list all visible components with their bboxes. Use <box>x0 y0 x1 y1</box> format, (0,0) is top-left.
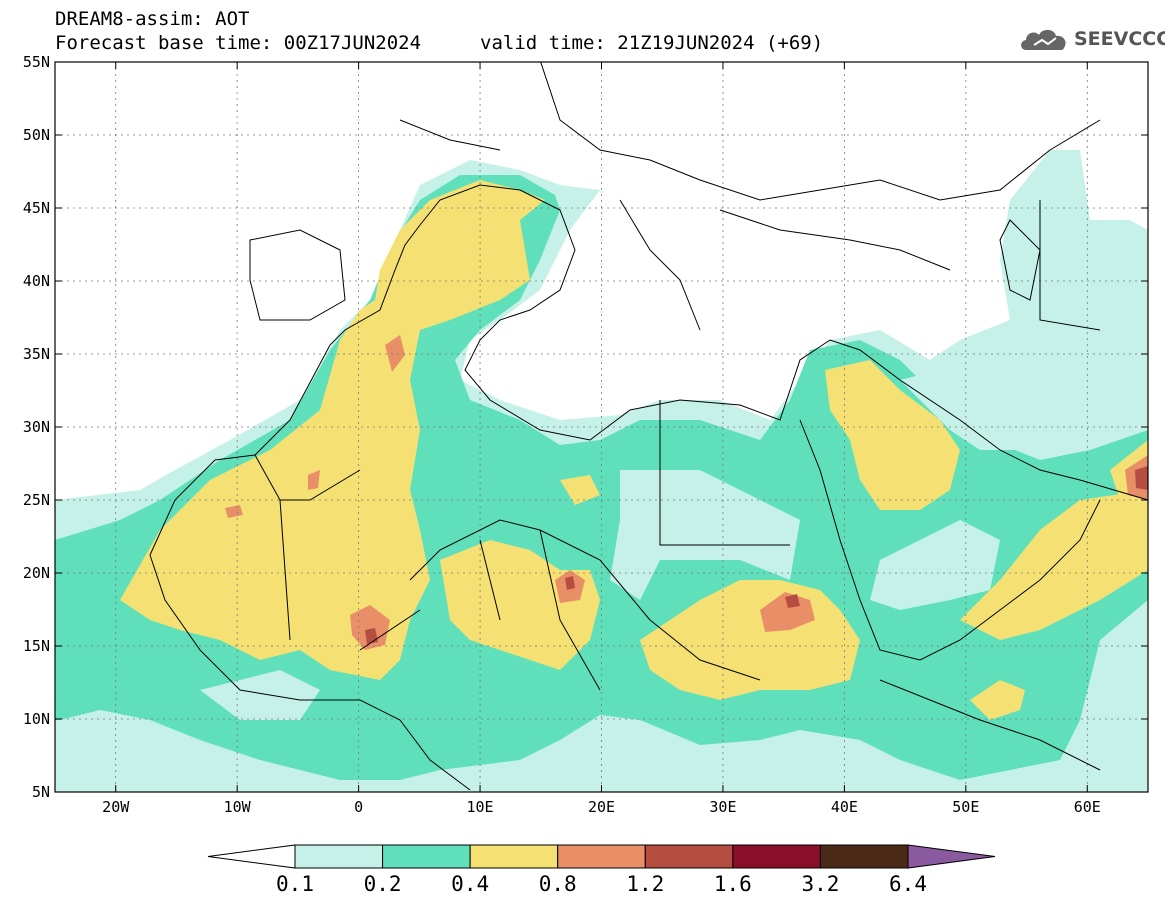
lon-label: 60E <box>1074 798 1101 816</box>
colorbar-extend-high <box>907 844 996 869</box>
lat-label: 35N <box>23 345 50 363</box>
colorbar-label: 1.2 <box>626 872 664 896</box>
logo-text: SEEVCCC <box>1074 28 1165 50</box>
lat-label: 5N <box>32 783 50 801</box>
seevccc-logo: SEEVCCC <box>1018 22 1165 58</box>
lon-label: 10E <box>467 798 494 816</box>
lon-label: 20E <box>588 798 615 816</box>
coastlines <box>149 62 1148 791</box>
lon-label: 30E <box>709 798 736 816</box>
colorbar-swatch <box>732 844 821 869</box>
colorbar <box>207 844 996 869</box>
colorbar-extend-low <box>207 844 296 869</box>
colorbar-label: 3.2 <box>801 872 839 896</box>
lon-label: 40E <box>831 798 858 816</box>
colorbar-label: 0.1 <box>276 872 314 896</box>
colorbar-label: 0.2 <box>364 872 402 896</box>
chart-title: DREAM8-assim: AOT <box>55 8 250 30</box>
colorbar-label: 0.8 <box>539 872 577 896</box>
cloud-icon <box>1021 29 1066 50</box>
lat-label: 30N <box>23 418 50 436</box>
colorbar-swatch <box>819 844 909 869</box>
axis-ticks <box>55 61 1148 793</box>
colorbar-swatch <box>557 844 646 869</box>
lat-label: 25N <box>23 491 50 509</box>
lat-label: 40N <box>23 272 50 290</box>
lat-label: 10N <box>23 710 50 728</box>
lon-label: 10W <box>224 798 252 816</box>
colorbar-swatch <box>294 844 384 869</box>
colorbar-labels: 0.1 0.2 0.4 0.8 1.2 1.6 3.2 6.4 <box>276 872 927 896</box>
aot-band-0.8 <box>350 605 390 650</box>
lat-labels: 55N 50N 45N 40N 35N 30N 25N 20N 15N 10N 5N <box>23 53 50 801</box>
colorbar-swatch <box>382 844 471 869</box>
colorbar-label: 1.6 <box>714 872 752 896</box>
lat-label: 55N <box>23 53 50 71</box>
lon-label: 0 <box>354 798 363 816</box>
lat-label: 15N <box>23 637 50 655</box>
colorbar-label: 0.4 <box>451 872 489 896</box>
map-grid <box>55 62 1148 792</box>
colorbar-label: 6.4 <box>889 872 927 896</box>
forecast-base-time: Forecast base time: 00Z17JUN2024 <box>55 32 422 54</box>
lon-label: 20W <box>102 798 130 816</box>
lon-labels: 20W 10W 0 10E 20E 30E 40E 50E 60E <box>102 798 1101 816</box>
lat-label: 45N <box>23 199 50 217</box>
colorbar-swatch <box>469 844 559 869</box>
colorbar-swatch <box>644 844 734 869</box>
lat-label: 20N <box>23 564 50 582</box>
aot-band-0.4 <box>120 180 545 680</box>
lon-label: 50E <box>952 798 979 816</box>
lat-label: 50N <box>23 126 50 144</box>
valid-time: valid time: 21Z19JUN2024 (+69) <box>480 32 824 54</box>
